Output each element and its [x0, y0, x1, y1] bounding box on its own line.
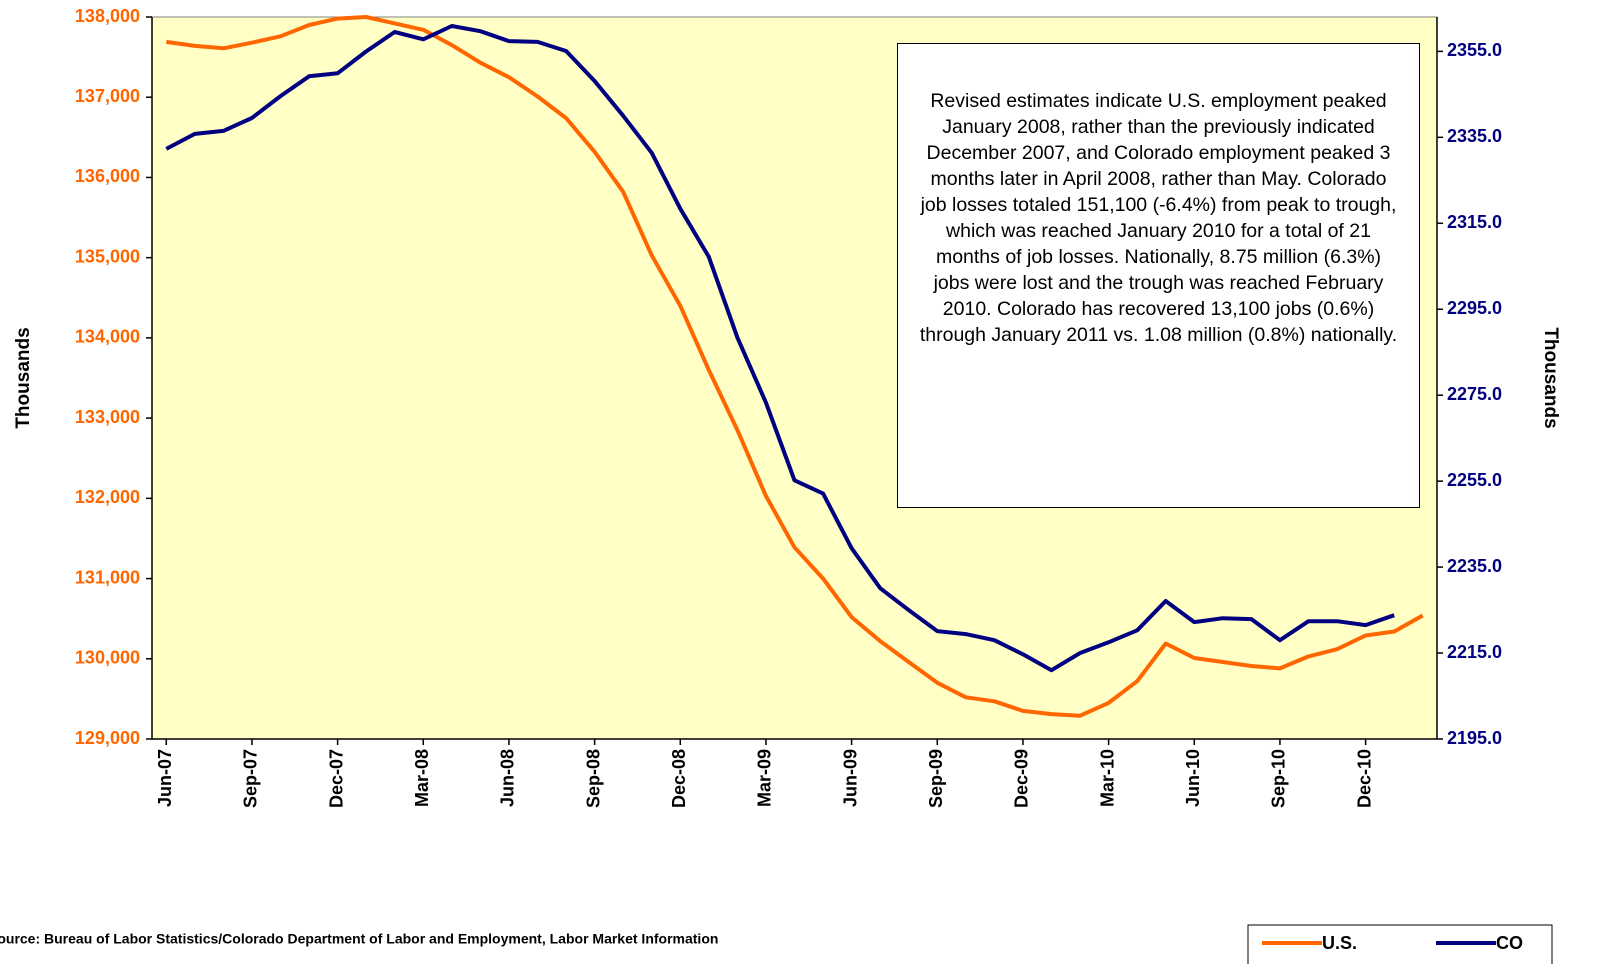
- x-tick-label: Jun-09: [840, 749, 860, 807]
- y-tick-label: 130,000: [75, 648, 140, 668]
- y-tick-label: 138,000: [75, 6, 140, 26]
- y2-tick-label: 2355.0: [1447, 40, 1502, 60]
- y2-tick-label: 2295.0: [1447, 298, 1502, 318]
- x-tick-label: Dec-09: [1012, 749, 1032, 808]
- x-tick-label: Mar-10: [1097, 749, 1117, 807]
- x-tick-label: Jun-10: [1183, 749, 1203, 807]
- legend-label: U.S.: [1322, 933, 1357, 953]
- x-tick-label: Sep-07: [241, 749, 261, 808]
- y-tick-label: 134,000: [75, 327, 140, 347]
- x-tick-label: Sep-08: [583, 749, 603, 808]
- x-tick-label: Mar-09: [755, 749, 775, 807]
- y2-axis-title: Thousands: [1540, 327, 1561, 428]
- y-tick-label: 131,000: [75, 567, 140, 587]
- x-tick-label: Sep-09: [926, 749, 946, 808]
- y-tick-label: 129,000: [75, 728, 140, 748]
- x-tick-label: Dec-08: [669, 749, 689, 808]
- x-tick-label: Jun-08: [498, 749, 518, 807]
- line-series: [165, 24, 1395, 673]
- x-tick-label: Mar-08: [412, 749, 432, 807]
- y2-tick-label: 2335.0: [1447, 126, 1502, 146]
- y2-tick-label: 2315.0: [1447, 212, 1502, 232]
- x-tick-label: Jun-07: [155, 749, 175, 807]
- y-tick-label: 133,000: [75, 407, 140, 427]
- x-tick-label: Dec-10: [1354, 749, 1374, 808]
- y2-tick-label: 2215.0: [1447, 642, 1502, 662]
- legend-label: CO: [1496, 933, 1523, 953]
- x-tick-label: Dec-07: [326, 749, 346, 808]
- annotation: Revised estimates indicate U.S. employme…: [897, 43, 1420, 508]
- y-tick-label: 137,000: [75, 86, 140, 106]
- y-tick-label: 136,000: [75, 166, 140, 186]
- x-tick-label: Sep-10: [1269, 749, 1289, 808]
- y-tick-label: 135,000: [75, 246, 140, 266]
- y2-tick-label: 2235.0: [1447, 556, 1502, 576]
- source-note: Source: Bureau of Labor Statistics/Color…: [0, 931, 718, 947]
- y2-tick-label: 2195.0: [1447, 728, 1502, 748]
- y-axis-title: Thousands: [13, 327, 34, 428]
- line-series: [166, 15, 1424, 718]
- y2-tick-label: 2255.0: [1447, 470, 1502, 490]
- y2-tick-label: 2275.0: [1447, 384, 1502, 404]
- y-tick-label: 132,000: [75, 487, 140, 507]
